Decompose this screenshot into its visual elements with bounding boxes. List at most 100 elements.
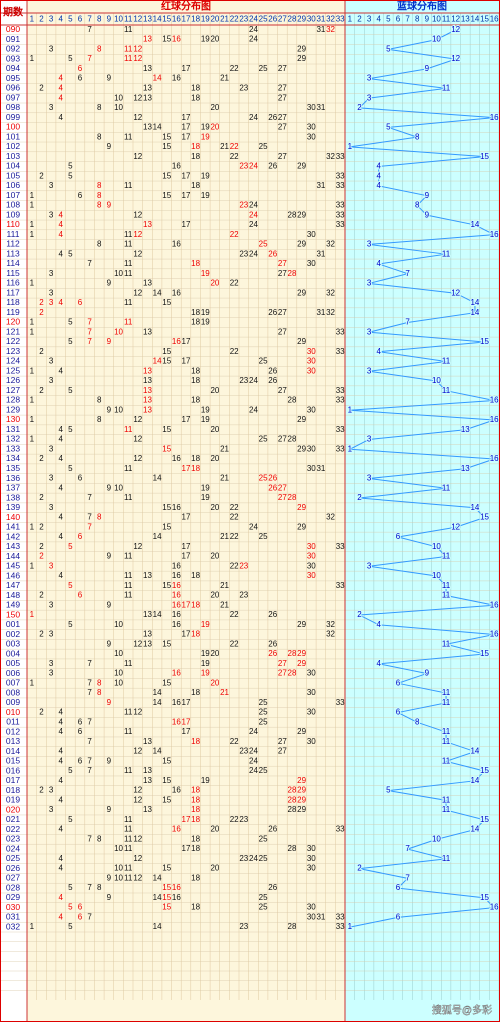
red-ball: 12: [133, 747, 142, 756]
red-ball: 7: [87, 766, 92, 775]
red-ball-repeat: 30: [307, 542, 316, 551]
red-ball: 18: [191, 688, 200, 697]
blue-ball: 3: [367, 474, 372, 483]
blue-ball: 7: [405, 318, 410, 327]
red-ball: 27: [278, 123, 287, 132]
red-ball: 13: [143, 84, 152, 93]
period: 109: [6, 209, 20, 219]
red-ball: 10: [114, 649, 123, 658]
red-ball: 28: [288, 435, 297, 444]
period: 146: [6, 570, 20, 580]
red-ball-repeat: 25: [259, 474, 268, 483]
red-ball: 11: [124, 864, 133, 873]
red-ball: 33: [336, 698, 345, 707]
red-ball: 21: [220, 600, 229, 609]
red-ball: 10: [114, 483, 123, 492]
red-ball: 13: [143, 64, 152, 73]
red-ball: 6: [78, 474, 83, 483]
red-ball: 30: [307, 737, 316, 746]
red-ball: 30: [307, 844, 316, 853]
red-ball-repeat: 4: [59, 210, 64, 219]
period: 030: [6, 902, 20, 912]
red-ball-repeat: 13: [143, 396, 152, 405]
red-ball: 26: [268, 825, 277, 834]
period: 112: [6, 239, 20, 249]
red-column-label: 26: [268, 15, 277, 24]
period: 022: [6, 824, 20, 834]
red-ball: 30: [307, 561, 316, 570]
red-ball: 31: [316, 103, 325, 112]
red-ball-repeat: 19: [201, 132, 210, 141]
period: 134: [6, 453, 20, 463]
red-ball: 33: [336, 201, 345, 210]
red-ball: 3: [49, 376, 54, 385]
red-ball: 29: [297, 727, 306, 736]
red-ball: 3: [49, 600, 54, 609]
red-ball: 2: [39, 630, 44, 639]
red-ball-repeat: 24: [249, 210, 258, 219]
red-ball-repeat: 5: [68, 903, 73, 912]
red-ball-repeat: 18: [191, 464, 200, 473]
red-ball-repeat: 8: [97, 513, 102, 522]
red-ball: 19: [201, 191, 210, 200]
period: 138: [6, 492, 20, 502]
period: 104: [6, 161, 20, 171]
red-ball-repeat: 8: [97, 181, 102, 190]
period: 001: [6, 619, 20, 629]
blue-ball: 16: [490, 903, 499, 912]
red-ball-repeat: 16: [172, 591, 181, 600]
blue-column-label: 2: [357, 15, 362, 24]
red-ball: 12: [133, 113, 142, 122]
period: 012: [6, 726, 20, 736]
red-ball: 7: [87, 513, 92, 522]
red-ball-repeat: 2: [39, 552, 44, 561]
red-ball-repeat: 15: [162, 883, 171, 892]
red-ball: 7: [87, 912, 92, 921]
red-ball: 33: [336, 386, 345, 395]
red-ball-repeat: 28: [288, 269, 297, 278]
period: 017: [6, 775, 20, 785]
blue-column-label: 8: [415, 15, 420, 24]
red-ball: 5: [68, 386, 73, 395]
period: 117: [6, 287, 20, 297]
blue-ball: 11: [442, 727, 451, 736]
red-ball: 9: [107, 756, 112, 765]
red-ball: 16: [172, 786, 181, 795]
red-ball: 1: [30, 415, 35, 424]
red-ball: 20: [210, 386, 219, 395]
red-ball-repeat: 17: [182, 717, 191, 726]
blue-ball: 2: [357, 610, 362, 619]
period: 132: [6, 434, 20, 444]
red-ball-repeat: 21: [220, 688, 229, 697]
blue-ball: 14: [470, 298, 479, 307]
red-ball: 29: [297, 44, 306, 53]
blue-ball: 2: [357, 493, 362, 502]
blue-ball: 3: [367, 279, 372, 288]
red-ball: 23: [239, 854, 248, 863]
red-ball: 18: [191, 376, 200, 385]
blue-ball: 14: [470, 308, 479, 317]
period: 100: [6, 122, 20, 132]
red-ball: 15: [162, 678, 171, 687]
red-ball-repeat: 3: [49, 298, 54, 307]
red-ball: 10: [114, 678, 123, 687]
blue-ball: 1: [348, 405, 353, 414]
red-ball: 18: [191, 396, 200, 405]
red-ball-repeat: 5: [68, 581, 73, 590]
red-ball-repeat: 30: [307, 347, 316, 356]
red-ball: 29: [297, 805, 306, 814]
red-ball: 15: [162, 142, 171, 151]
red-ball-repeat: 26: [268, 649, 277, 658]
blue-column-label: 16: [490, 15, 499, 24]
red-ball: 24: [249, 35, 258, 44]
red-ball: 24: [249, 220, 258, 229]
period: 004: [6, 648, 20, 658]
red-ball: 16: [172, 454, 181, 463]
red-ball: 14: [153, 747, 162, 756]
red-ball: 4: [59, 854, 64, 863]
period: 007: [6, 678, 20, 688]
blue-ball: 6: [396, 708, 401, 717]
red-column-label: 14: [153, 15, 162, 24]
red-ball: 3: [49, 210, 54, 219]
red-ball: 33: [336, 347, 345, 356]
